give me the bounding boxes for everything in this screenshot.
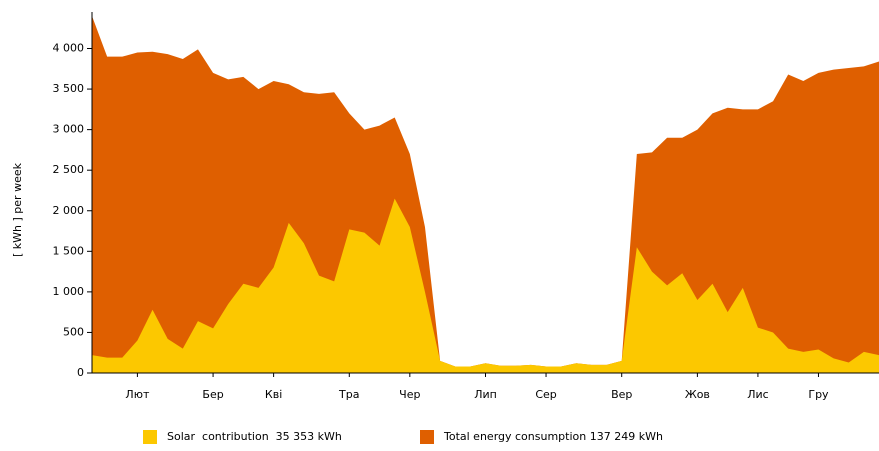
x-tick-label: Лип bbox=[474, 388, 497, 401]
y-tick-label: 1 000 bbox=[53, 285, 85, 298]
legend-label: Total energy consumption 137 249 kWh bbox=[443, 430, 663, 443]
area bbox=[92, 198, 879, 373]
x-tick-label: Лис bbox=[747, 388, 768, 401]
legend-label: Solar contribution 35 353 kWh bbox=[167, 430, 342, 443]
x-tick-label: Чер bbox=[399, 388, 420, 401]
y-axis-label: [ kWh ] per week bbox=[11, 162, 24, 257]
x-tick-label: Сер bbox=[535, 388, 556, 401]
area bbox=[92, 16, 879, 373]
x-tick-label: Тра bbox=[338, 388, 359, 401]
x-tick-label: Лют bbox=[125, 388, 150, 401]
y-tick-label: 1 500 bbox=[53, 244, 85, 257]
legend-swatch bbox=[143, 430, 157, 444]
y-tick-label: 2 500 bbox=[53, 163, 85, 176]
x-tick-label: Кві bbox=[265, 388, 282, 401]
x-tick-label: Бер bbox=[202, 388, 223, 401]
x-tick-label: Вер bbox=[611, 388, 632, 401]
x-tick-label: Гру bbox=[808, 388, 829, 401]
y-tick-label: 0 bbox=[77, 366, 84, 379]
y-tick-label: 3 500 bbox=[53, 82, 85, 95]
y-tick-label: 500 bbox=[63, 325, 84, 338]
y-tick-label: 3 000 bbox=[53, 123, 85, 136]
legend-swatch bbox=[420, 430, 434, 444]
x-tick-label: Жов bbox=[685, 388, 710, 401]
y-tick-label: 4 000 bbox=[53, 42, 85, 55]
y-tick-label: 2 000 bbox=[53, 204, 85, 217]
